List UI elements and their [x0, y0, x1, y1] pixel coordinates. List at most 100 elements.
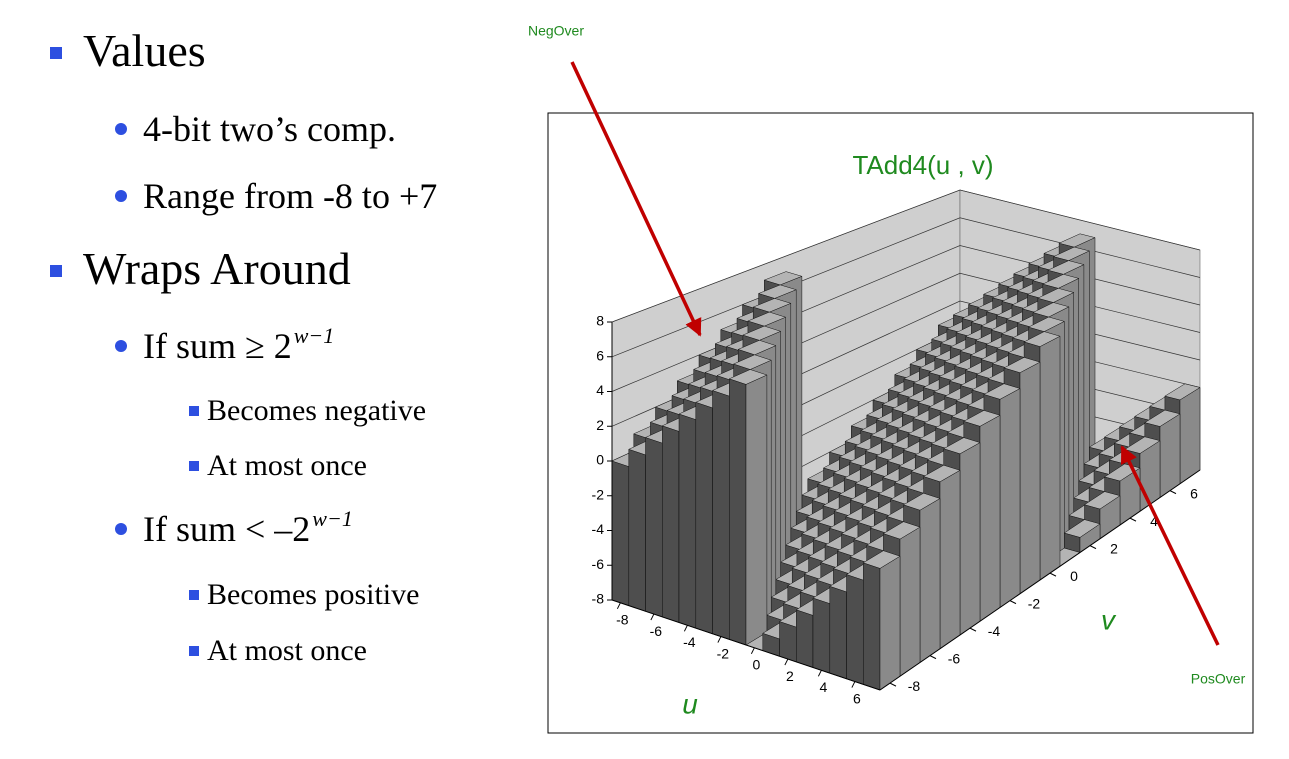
x-tick-label: 4: [819, 679, 827, 695]
bar-top: [752, 298, 792, 313]
z-tick-label: 8: [596, 313, 604, 329]
bar-side: [1019, 361, 1041, 595]
bar-front: [796, 609, 814, 668]
bar-top: [764, 271, 803, 286]
arrow: [570, 61, 702, 337]
grid-line: [611, 189, 1201, 323]
y-tick-label: 4: [1150, 513, 1158, 529]
bar-top: [903, 492, 941, 511]
y-tick-label: -4: [988, 623, 1001, 639]
tick-mark: [650, 613, 655, 621]
bullet-marker: [189, 461, 199, 471]
text: At most once: [207, 449, 367, 482]
bar-top: [1164, 383, 1201, 401]
annotation: PosOver: [1191, 671, 1246, 687]
bar-top: [737, 340, 777, 356]
bar-top: [1064, 519, 1101, 538]
bar-top: [983, 383, 1021, 400]
bar-front: [712, 390, 730, 640]
text: Range from -8 to +7: [143, 176, 437, 216]
bullet-marker: [189, 590, 199, 600]
y-tick-label: 6: [1190, 485, 1198, 501]
text: If sum < –2: [143, 509, 310, 549]
bar-top: [1084, 491, 1121, 510]
annotation: NegOver: [528, 23, 584, 39]
tick-mark: [1089, 545, 1097, 550]
y-tick-label: -6: [948, 650, 961, 666]
bullet-marker: [50, 265, 62, 277]
x-tick-label: -6: [650, 623, 663, 639]
bar-front: [695, 402, 713, 635]
bar-top: [742, 325, 781, 341]
bar: [729, 369, 768, 646]
x-tick-label: 6: [853, 690, 861, 706]
y-tick-label: 0: [1070, 568, 1078, 584]
tick-mark: [1049, 572, 1057, 577]
bar-top: [1053, 246, 1090, 261]
tick-mark: [784, 658, 789, 666]
bar-side: [1039, 335, 1061, 581]
bar-front: [729, 378, 747, 646]
bar: [1064, 519, 1101, 553]
bar-top: [883, 521, 921, 540]
bar-top: [1042, 274, 1079, 289]
bullet-text: Range from -8 to +7: [143, 176, 437, 216]
bullet-marker: [50, 47, 62, 59]
x-axis-label: u: [682, 688, 698, 719]
superscript: w−1: [294, 323, 335, 348]
text: Becomes positive: [207, 578, 419, 611]
bullet-marker: [115, 190, 127, 202]
x-tick-label: -8: [616, 612, 629, 628]
arrow: [1120, 445, 1220, 646]
tick-mark: [969, 627, 977, 632]
bar-side: [939, 470, 961, 650]
bar-front: [678, 413, 697, 629]
bar-side: [899, 526, 921, 677]
bar-side: [999, 388, 1021, 608]
bullet-marker: [189, 406, 199, 416]
superscript: w−1: [312, 506, 353, 531]
tick-mark: [683, 625, 688, 632]
bar-top: [923, 464, 961, 483]
axis: [611, 599, 881, 691]
x-tick-label: -4: [683, 634, 696, 650]
bar-front: [846, 574, 864, 685]
bar-top: [1047, 260, 1085, 275]
bar-top: [1037, 288, 1074, 303]
bullet-text: Becomes negative: [207, 394, 426, 427]
bullet-text: If sum ≥ 2w−1: [143, 323, 334, 366]
bar-top: [733, 354, 772, 370]
bar-front: [829, 586, 847, 680]
tick-mark: [817, 670, 822, 677]
tick-mark: [1169, 490, 1177, 495]
bar-front: [645, 437, 663, 618]
x-tick-label: -2: [717, 645, 730, 661]
bullet-marker: [115, 523, 127, 535]
bar-top: [729, 369, 768, 385]
bullet-text: Wraps Around: [83, 243, 351, 294]
bullet-marker: [189, 646, 199, 656]
bar-front: [611, 460, 630, 606]
tick-mark: [750, 647, 755, 655]
bullet-marker: [115, 340, 127, 352]
bar: [863, 550, 901, 691]
y-tick-label: -2: [1028, 595, 1041, 611]
tick-mark: [851, 681, 856, 688]
z-tick-label: -2: [592, 486, 605, 502]
x-tick-label: 2: [786, 668, 794, 684]
text: At most once: [207, 634, 367, 667]
y-axis-label: v: [1101, 604, 1117, 635]
bullet-text: Values: [83, 25, 206, 76]
axis: [879, 469, 1201, 691]
text: If sum ≥ 2: [143, 326, 292, 366]
bullet-text: At most once: [207, 634, 367, 667]
bullet-marker: [115, 123, 127, 135]
bar-top: [1144, 409, 1181, 427]
bullet-text: Becomes positive: [207, 578, 419, 611]
bar-side: [959, 442, 981, 636]
grid-line: [611, 217, 1201, 358]
bar-side: [1179, 387, 1201, 485]
z-tick-label: -4: [592, 521, 605, 537]
chart-title: TAdd4(u , v): [852, 150, 993, 180]
